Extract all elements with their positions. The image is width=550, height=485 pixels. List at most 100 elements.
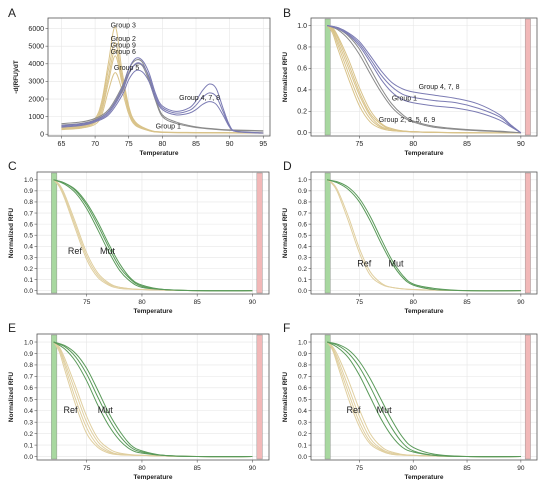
- y-tick-label: 1.0: [298, 339, 307, 346]
- plot-frame: [36, 171, 270, 295]
- y-tick-label: 0.8: [298, 362, 307, 369]
- start-range-band: [51, 172, 58, 294]
- series-line-mut: [327, 179, 521, 292]
- plot-area: [311, 172, 537, 294]
- y-axis-label: Normalized RFU: [282, 372, 289, 423]
- series-line-group1: [326, 25, 521, 134]
- annotation-label: Ref: [347, 405, 362, 415]
- annotation-label: Group 9: [111, 43, 136, 50]
- series-line-group1: [326, 25, 521, 134]
- x-tick-label: 90: [517, 465, 525, 472]
- x-tick-label: 85: [463, 141, 471, 148]
- chart-panel-e: E 75 80 85 90 0.0 0.1 0.2 0.3 0.4 0.5 0.6 0.7 0.8 0.9 1…: [8, 321, 270, 481]
- end-range-band: [524, 334, 531, 460]
- y-tick-label: 0.6: [298, 385, 307, 392]
- x-tick-label: 85: [463, 465, 471, 472]
- annotation-label: Group 3: [111, 23, 136, 30]
- plot-area: [48, 18, 270, 136]
- y-tick-label: 0.7: [24, 210, 33, 217]
- y-tick-label: 0.9: [24, 351, 33, 358]
- annotation-label: Ref: [68, 246, 83, 256]
- annotation-label: Mut: [388, 258, 404, 268]
- series-line-group2-3-5-6-9: [61, 72, 264, 134]
- series-line-group4-7-8: [327, 25, 522, 134]
- y-tick-label: 0.1: [298, 277, 307, 284]
- x-tick-label: 75: [356, 465, 364, 472]
- y-tick-label: 0.3: [24, 255, 33, 262]
- chart-panel-d: D 75 80 85 90 0.0 0.1 0.2 0.3 0.4 0.5 0.6 0.7 0.8 0.9 1…: [282, 159, 538, 315]
- y-tick-label: 4000: [28, 61, 44, 68]
- x-tick-label: 90: [249, 465, 257, 472]
- y-tick-label: 0.4: [24, 408, 33, 415]
- y-tick-label: 0.6: [24, 385, 33, 392]
- end-range-band: [524, 18, 531, 136]
- y-axis-label: Normalized RFU: [282, 208, 289, 259]
- chart-panel-f: F 75 80 85 90 0.0 0.1 0.2 0.3 0.4 0.5 0.6 0.7 0.8 0.9 1…: [282, 321, 538, 481]
- x-tick-label: 75: [356, 299, 364, 306]
- y-tick-label: 0.1: [298, 442, 307, 449]
- y-tick-label: 1.0: [298, 177, 307, 184]
- y-tick-label: 0.9: [298, 351, 307, 358]
- y-tick-label: 0.6: [298, 221, 307, 228]
- x-tick-label: 75: [125, 141, 133, 148]
- annotation-label: Ref: [64, 405, 79, 415]
- chart-panel-b: B 75 80 85 90 0.0 0.2 0.4 0.6 0.8 1.0 Temperature No…: [282, 6, 538, 157]
- panel-label: A: [8, 6, 16, 20]
- series-line-group4-7-8: [61, 62, 264, 134]
- x-axis-label: Temperature: [405, 150, 444, 157]
- series-line-mut: [326, 341, 521, 458]
- series-line-mut: [326, 179, 521, 292]
- x-tick-label: 70: [91, 141, 99, 148]
- y-tick-label: 1.0: [297, 23, 307, 30]
- y-tick-label: 0.8: [297, 44, 307, 51]
- y-tick-label: 0.2: [298, 431, 307, 438]
- x-tick-label: 65: [58, 141, 66, 148]
- annotation-label: Ref: [357, 258, 372, 268]
- plot-frame: [36, 333, 270, 461]
- series-line-group2-3-5-6-9: [326, 25, 521, 134]
- y-tick-label: 0.9: [298, 188, 307, 195]
- y-tick-label: 0.7: [24, 374, 33, 381]
- x-tick-label: 80: [158, 141, 166, 148]
- y-tick-label: 0.4: [298, 244, 307, 251]
- panel-label: D: [283, 159, 292, 173]
- y-tick-label: 0.8: [298, 199, 307, 206]
- y-tick-label: 0.7: [298, 210, 307, 217]
- plot-area: [37, 172, 269, 294]
- y-tick-label: 0.0: [297, 130, 307, 137]
- y-tick-label: 0.4: [298, 408, 307, 415]
- x-tick-label: 80: [138, 465, 146, 472]
- x-axis-label: Temperature: [134, 474, 173, 480]
- series-line-group4-7-8: [326, 25, 522, 134]
- y-tick-label: 1.0: [24, 339, 33, 346]
- annotation-label: Group 2: [111, 36, 136, 43]
- annotation-label: Mut: [100, 246, 116, 256]
- x-axis-label: Temperature: [134, 308, 173, 315]
- y-axis-label: Normalized RFU: [282, 52, 289, 103]
- annotation-label: Group 1: [156, 123, 181, 130]
- series-line-mut: [53, 179, 253, 292]
- y-tick-label: 0.1: [24, 442, 33, 449]
- y-tick-label: 2000: [28, 96, 44, 103]
- y-tick-label: 0.5: [24, 397, 33, 404]
- annotation-label: Mut: [377, 405, 393, 415]
- series-line-group4-7-8: [327, 25, 522, 134]
- y-tick-label: 0.5: [298, 233, 307, 240]
- x-tick-label: 90: [517, 141, 525, 148]
- x-axis-label: Temperature: [405, 308, 444, 315]
- x-tick-label: 75: [83, 299, 91, 306]
- y-axis-label: Normalized RFU: [8, 208, 15, 259]
- series-line-ref: [326, 341, 521, 458]
- y-tick-label: 0.9: [24, 188, 33, 195]
- y-tick-label: 0.3: [24, 420, 33, 427]
- y-tick-label: 0.2: [24, 431, 33, 438]
- annotation-label: Group 4, 7, 8: [179, 95, 220, 102]
- x-tick-label: 90: [226, 141, 234, 148]
- series-line-mut: [53, 341, 253, 458]
- x-tick-label: 85: [192, 141, 200, 148]
- end-range-band: [256, 172, 263, 294]
- annotation-label: Group 2, 3, 5, 6, 9: [379, 117, 436, 124]
- x-axis-label: Temperature: [405, 474, 444, 480]
- y-tick-label: 0.8: [24, 199, 33, 206]
